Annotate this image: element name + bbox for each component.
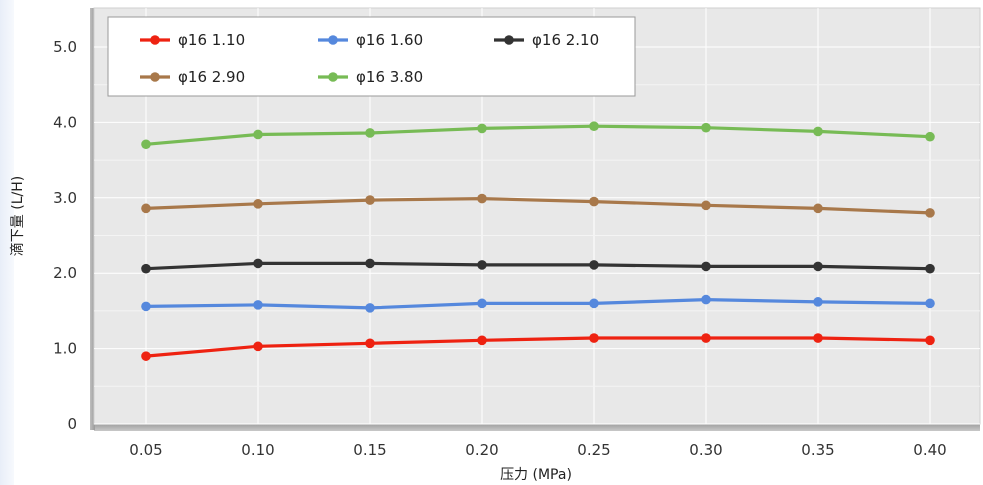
legend-swatch-marker <box>328 72 338 82</box>
legend-box <box>107 16 636 97</box>
data-point <box>477 335 487 346</box>
data-point <box>141 203 151 214</box>
data-point <box>141 301 151 312</box>
data-point <box>589 298 599 309</box>
data-point <box>701 294 711 305</box>
legend-label: φ16 1.10 <box>178 31 245 49</box>
data-point <box>813 126 823 137</box>
x-axis-ticks: 0.05 0.10 0.15 0.20 0.25 0.30 0.35 0.40 <box>129 441 946 459</box>
plot-area-shadow-bottom <box>94 424 980 431</box>
legend-swatch-marker <box>150 72 160 82</box>
data-point <box>365 195 375 205</box>
data-point <box>701 261 711 272</box>
data-point <box>477 123 487 134</box>
data-point <box>253 199 263 209</box>
data-point <box>477 260 487 270</box>
legend-label: φ16 3.80 <box>356 68 423 86</box>
legend: φ16 1.10 φ16 1.60 φ16 2.10 φ16 2.90 φ16 3.80 <box>107 16 636 97</box>
x-tick-label: 0.10 <box>241 441 274 459</box>
data-point <box>365 258 375 269</box>
x-tick-label: 0.40 <box>913 441 946 459</box>
y-tick-label: 5.0 <box>53 38 77 56</box>
data-point <box>589 260 599 270</box>
y-tick-label: 4.0 <box>53 113 77 131</box>
x-tick-label: 0.15 <box>353 441 386 459</box>
data-point <box>813 333 823 343</box>
data-point <box>925 208 935 218</box>
data-point <box>701 333 711 343</box>
data-point <box>589 196 599 207</box>
series-line <box>145 197 931 215</box>
y-tick-label: 0 <box>67 415 77 433</box>
legend-item: φ16 2.10 <box>494 31 599 49</box>
data-point <box>253 300 263 310</box>
data-point <box>253 129 263 140</box>
data-point <box>925 335 935 346</box>
series-1 <box>141 294 935 313</box>
series-4 <box>141 121 935 150</box>
legend-label: φ16 2.90 <box>178 68 245 86</box>
legend-item: φ16 2.90 <box>140 68 245 86</box>
series-line <box>145 124 931 146</box>
legend-item: φ16 3.80 <box>318 68 423 86</box>
data-point <box>813 261 823 272</box>
data-point <box>253 341 263 352</box>
x-tick-label: 0.05 <box>129 441 162 459</box>
y-axis-ticks: 0 1.0 2.0 3.0 4.0 5.0 <box>53 38 77 433</box>
data-point <box>365 303 375 313</box>
legend-swatch-marker <box>328 35 338 45</box>
plot-area-shadow-left <box>90 8 95 430</box>
x-tick-label: 0.35 <box>801 441 834 459</box>
data-point <box>589 121 599 131</box>
data-point <box>365 128 375 138</box>
x-tick-label: 0.30 <box>689 441 722 459</box>
y-axis-title: 滴下量 (L/H) <box>9 176 26 256</box>
legend-swatch-marker <box>150 35 160 45</box>
series-layer <box>141 121 935 361</box>
series-2 <box>141 258 935 274</box>
data-point <box>925 298 935 309</box>
legend-swatch-marker <box>504 35 514 45</box>
legend-label: φ16 2.10 <box>532 31 599 49</box>
series-line <box>145 261 931 271</box>
data-point <box>701 200 711 211</box>
series-line <box>145 336 931 358</box>
series-line <box>145 298 931 310</box>
series-0 <box>141 333 935 361</box>
data-point <box>141 263 151 274</box>
series-3 <box>141 193 935 218</box>
page-background-strip <box>0 0 14 485</box>
data-point <box>477 193 487 204</box>
data-point <box>925 131 935 142</box>
data-point <box>813 203 823 214</box>
data-point <box>589 333 599 343</box>
legend-item: φ16 1.10 <box>140 31 245 49</box>
data-point <box>477 298 487 309</box>
x-axis-title: 压力 (MPa) <box>500 467 572 483</box>
x-tick-label: 0.20 <box>465 441 498 459</box>
data-point <box>141 351 151 361</box>
data-point <box>813 297 823 307</box>
data-point <box>925 263 935 274</box>
data-point <box>253 258 263 269</box>
data-point <box>141 139 151 150</box>
y-tick-label: 3.0 <box>53 189 77 207</box>
data-point <box>701 122 711 133</box>
data-point <box>365 338 375 349</box>
y-tick-label: 1.0 <box>53 340 77 358</box>
legend-item: φ16 1.60 <box>318 31 423 49</box>
x-tick-label: 0.25 <box>577 441 610 459</box>
y-tick-label: 2.0 <box>53 264 77 282</box>
legend-label: φ16 1.60 <box>356 31 423 49</box>
